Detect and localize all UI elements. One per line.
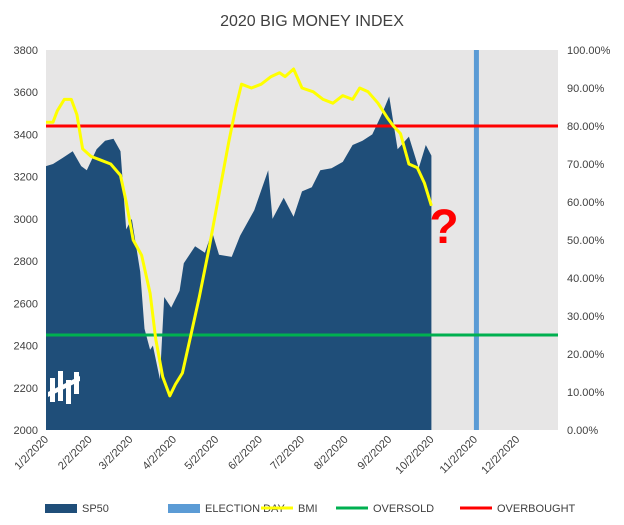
x-tick-label: 10/2/2020 [393,434,436,477]
y-right-tick-label: 40.00% [567,273,605,285]
x-tick-label: 3/2/2020 [97,434,136,473]
x-tick-label: 7/2/2020 [268,434,307,473]
y-left-tick-label: 2400 [14,341,38,353]
y-left-tick-label: 2600 [14,298,38,310]
y-left-tick-label: 2800 [14,256,38,268]
x-tick-label: 8/2/2020 [312,434,351,473]
y-left-tick-label: 3200 [14,172,38,184]
y-left-tick-label: 3800 [14,45,38,57]
legend-label: OVERBOUGHT [497,503,576,515]
x-tick-label: 9/2/2020 [356,434,395,473]
y-right-tick-label: 60.00% [567,197,605,209]
y-right-tick-label: 10.00% [567,387,605,399]
chart-title: 2020 BIG MONEY INDEX [220,13,404,30]
y-left-tick-label: 3600 [14,87,38,99]
sp50-area-layer [46,96,432,431]
x-axis: 1/2/2020 2/2/2020 3/2/2020 4/2/2020 5/2/2020… [12,434,522,477]
x-tick-label: 1/2/2020 [12,434,51,473]
legend-label: SP50 [82,503,109,515]
bmi-line-layer [46,67,433,398]
legend-swatch [45,504,77,513]
y-right-tick-label: 90.00% [567,83,605,95]
bmi-line [46,67,433,398]
sp50-area [46,96,432,431]
y-left-tick-label: 3000 [14,214,38,226]
legend-label: BMI [298,503,318,515]
legend-label: OVERSOLD [373,503,434,515]
y-axis-right: 0.00% 10.00% 20.00% 30.00% 40.00% 50.00% 60.00… [567,45,611,437]
y-left-tick-label: 2200 [14,383,38,395]
legend-swatch [168,504,200,513]
x-tick-label: 5/2/2020 [183,434,222,473]
brand-logo-icon [48,371,80,404]
y-right-tick-label: 30.00% [567,311,605,323]
legend-label: ELECTION DAY [205,503,286,515]
x-tick-label: 4/2/2020 [140,434,179,473]
reference-lines-layer [46,50,558,430]
y-right-tick-label: 0.00% [567,425,598,437]
y-right-tick-label: 80.00% [567,121,605,133]
x-tick-label: 11/2/2020 [438,434,481,477]
y-axis-left: 2000 2200 2400 2600 2800 3000 3200 3400 3600 3800 [14,45,38,437]
y-left-tick-label: 2000 [14,425,38,437]
question-mark-annotation: ? [429,201,458,254]
y-right-tick-label: 100.00% [567,45,611,57]
y-right-tick-label: 70.00% [567,159,605,171]
legend: SP50 ELECTION DAY BMI OVERSOLD OVERBOUGHT [45,503,576,515]
y-right-tick-label: 20.00% [567,349,605,361]
y-left-tick-label: 3400 [14,129,38,141]
x-tick-label: 12/2/2020 [479,434,522,477]
x-tick-label: 2/2/2020 [56,434,95,473]
y-right-tick-label: 50.00% [567,235,605,247]
x-tick-label: 6/2/2020 [226,434,265,473]
